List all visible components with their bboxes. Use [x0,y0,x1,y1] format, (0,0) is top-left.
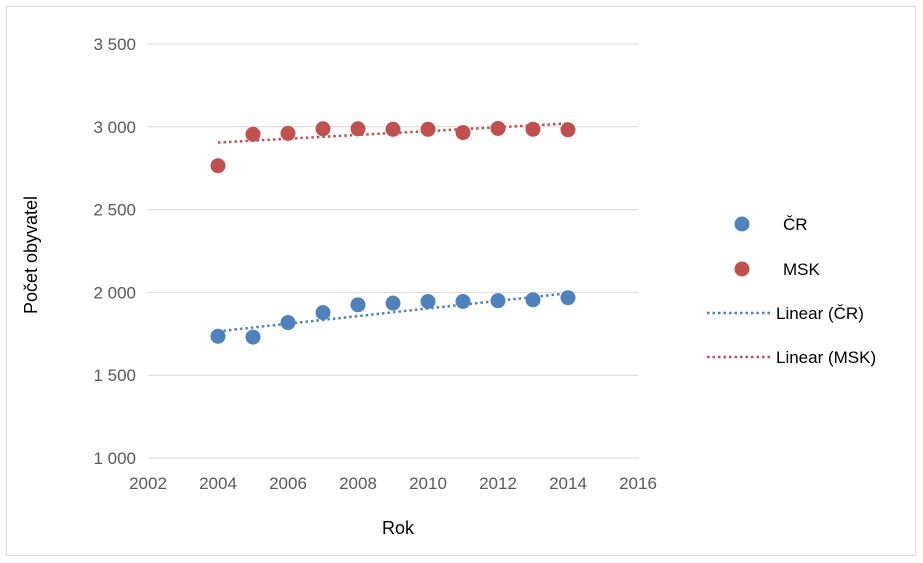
data-point [210,328,226,344]
y-tick-label: 2 000 [93,283,136,302]
legend-marker [734,261,750,277]
gridlines [148,43,638,459]
legend-label: Linear (MSK) [776,348,876,367]
y-tick-label: 3 000 [93,118,136,137]
y-axis-title: Počet obyvatel [21,196,41,314]
trendline [217,122,569,144]
data-point [350,297,366,313]
legend-marker [734,216,750,232]
x-tick-label: 2004 [199,474,237,493]
data-point [420,121,436,137]
data-point [210,158,226,174]
data-point [455,125,471,141]
data-point [385,295,401,311]
x-tick-label: 2010 [409,474,447,493]
y-tick-label: 3 500 [93,35,136,54]
y-tick-label: 1 500 [93,366,136,385]
data-point [315,121,331,137]
x-tick-label: 2008 [339,474,377,493]
x-tick-label: 2014 [549,474,587,493]
y-axis-tick-labels: 1 000 1 500 2 000 2 500 3 000 3 500 [93,35,136,468]
x-tick-label: 2016 [619,474,657,493]
data-point [280,125,296,141]
x-axis-tick-labels: 2002 2004 2006 2008 2010 2012 2014 2016 [129,474,657,493]
data-points [210,120,576,345]
legend-label: MSK [783,260,821,279]
legend: ČR MSK Linear (ČR) Linear (MSK) [707,215,876,367]
x-axis-title: Rok [382,518,415,538]
x-tick-label: 2012 [479,474,517,493]
x-tick-label: 2002 [129,474,167,493]
data-point [455,294,471,310]
trendlines [217,122,569,333]
data-point [245,126,261,142]
legend-label: ČR [783,215,808,234]
data-point [525,292,541,308]
data-point [420,294,436,310]
data-point [525,121,541,137]
chart-frame: 1 000 1 500 2 000 2 500 3 000 3 500 2002 2004 2… [6,6,916,556]
y-tick-label: 2 500 [93,201,136,220]
data-point [490,120,506,136]
data-point [280,315,296,331]
data-point [245,329,261,345]
legend-label: Linear (ČR) [776,304,864,323]
data-point [490,293,506,309]
data-point [560,122,576,138]
trendline [217,291,569,333]
x-tick-label: 2006 [269,474,307,493]
data-point [315,305,331,321]
y-tick-label: 1 000 [93,449,136,468]
data-point [560,290,576,306]
data-point [350,121,366,137]
data-point [385,121,401,137]
